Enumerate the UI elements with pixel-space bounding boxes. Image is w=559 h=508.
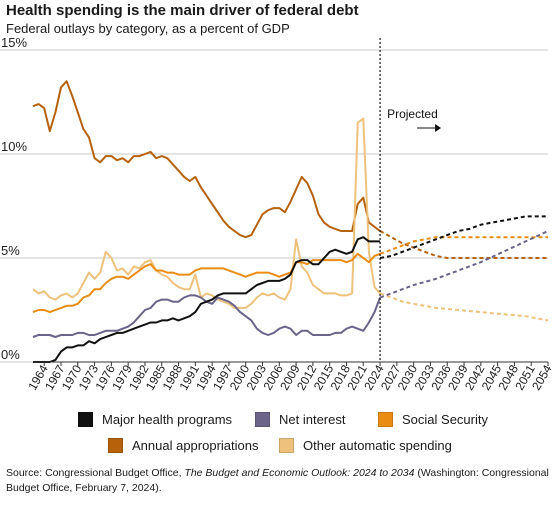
legend-swatch	[255, 412, 270, 427]
y-tick-label: 10%	[1, 139, 27, 154]
legend-label: Social Security	[402, 412, 488, 427]
legend-label: Annual appropriations	[132, 438, 259, 453]
legend-social-security: Social Security	[378, 412, 488, 427]
series-lines	[32, 80, 549, 363]
gridlines	[0, 49, 548, 363]
legend-label: Net interest	[279, 412, 346, 427]
projection-arrow-head	[435, 124, 442, 132]
legend-label: Major health programs	[102, 412, 233, 427]
source-prefix: Source: Congressional Budget Office,	[6, 467, 185, 479]
legend-net-interest: Net interest	[255, 412, 345, 427]
legend-swatch	[378, 412, 393, 427]
chart-title: Health spending is the main driver of fe…	[6, 2, 359, 19]
legend-label: Other automatic spending	[303, 438, 452, 453]
projection-divider: Projected	[379, 38, 442, 362]
series-projection-other-automatic-spending	[379, 292, 549, 322]
legend-other-automatic-spending: Other automatic spending	[279, 438, 452, 453]
y-axis-ticks: 0% 5% 10% 15%	[1, 35, 27, 362]
series-projection-social-security	[379, 236, 548, 255]
y-tick-label: 5%	[1, 243, 20, 258]
legend-swatch	[279, 438, 294, 453]
x-axis-ticks: 1964196719701973197619791982198519881991…	[25, 361, 555, 393]
series-line-major-health-programs	[33, 236, 381, 363]
projection-label: Projected	[387, 107, 438, 121]
source-work: The Budget and Economic Outlook: 2024 to…	[184, 467, 415, 479]
source-suffix: (Washington: Congressional Budget Office…	[6, 467, 549, 494]
y-tick-label: 15%	[1, 35, 27, 50]
series-line-social-security	[32, 252, 381, 314]
source-note: Source: Congressional Budget Office, The…	[6, 466, 551, 496]
legend-swatch	[108, 438, 123, 453]
series-line-other-automatic-spending	[32, 117, 381, 309]
series-projection-annual-appropriations	[379, 230, 548, 259]
line-chart: 0% 5% 10% 15% Projected 1964196719701973197…	[0, 35, 555, 393]
y-tick-label: 0%	[1, 347, 20, 362]
series-projection-net-interest	[379, 230, 549, 299]
chart-subtitle: Federal outlays by category, as a percen…	[6, 21, 290, 36]
legend-annual-appropriations: Annual appropriations	[108, 438, 258, 453]
series-line-annual-appropriations	[32, 80, 381, 239]
legend-swatch	[78, 412, 93, 427]
legend-major-health-programs: Major health programs	[78, 412, 232, 427]
series-projection-major-health-programs	[379, 215, 548, 259]
